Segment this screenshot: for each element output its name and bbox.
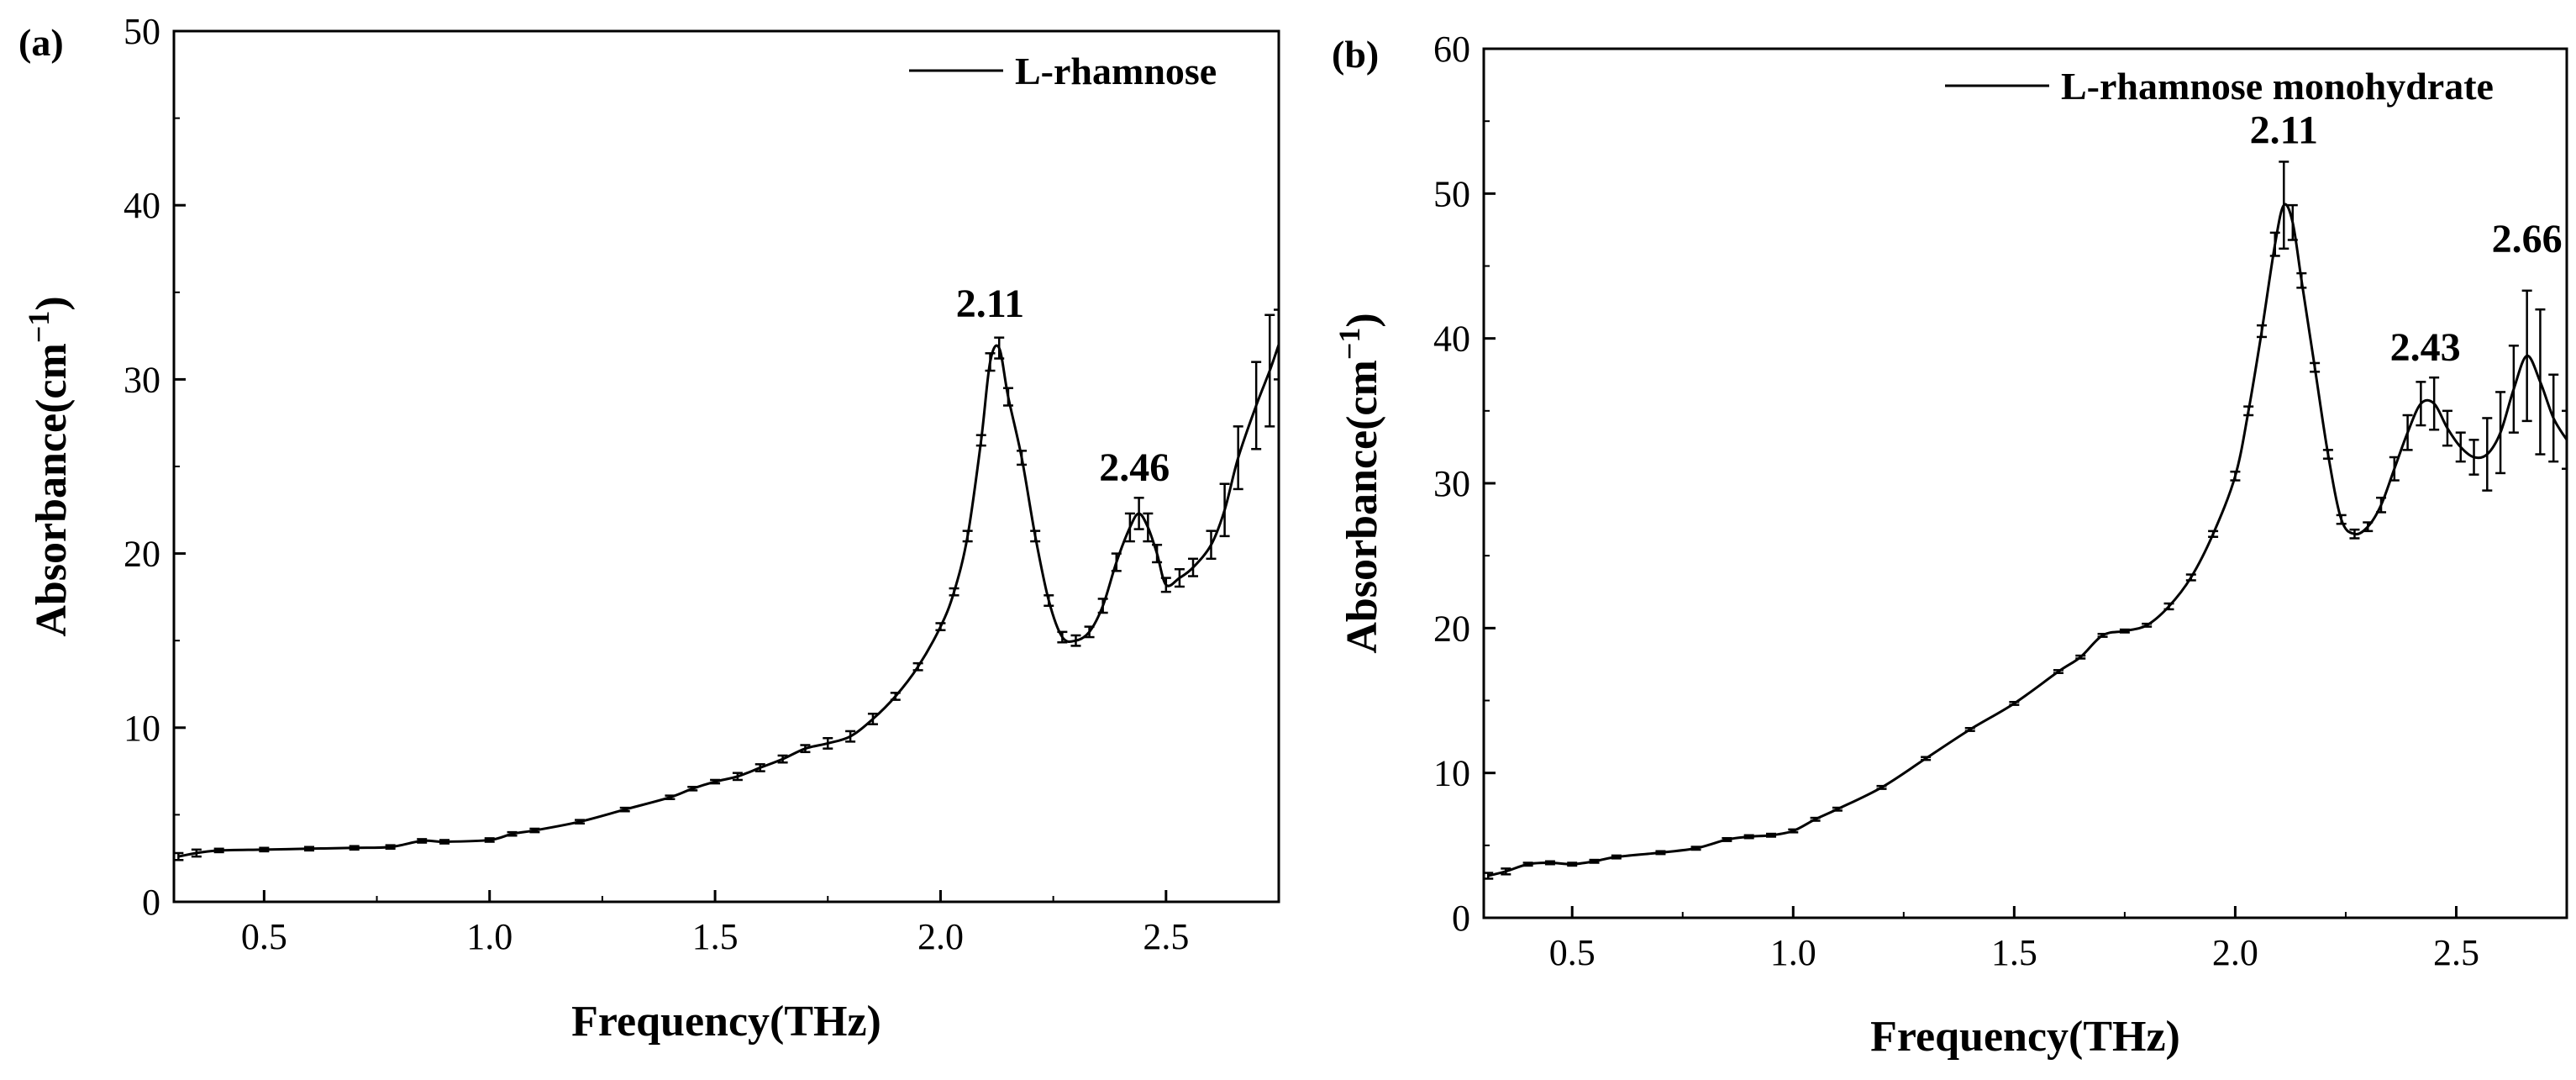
y-axis-label: Absorbance(cm−1) [1333,313,1386,653]
chart-panel-b: 0.5 1.0 1.5 2.0 2.5 0 10 20 30 40 50 60 Frequency(TH… [1288,0,2576,1080]
y-tick-label: 20 [1433,608,1470,649]
series-line [1487,203,2567,877]
x-tick-label: 2.5 [2433,932,2479,973]
x-axis-label: Frequency(THz) [571,998,881,1046]
series-line [178,344,1279,858]
x-tick-label: 0.5 [1549,932,1596,973]
data-group [1484,161,2567,880]
peak-label: 2.11 [956,282,1024,326]
x-tick-label: 2.0 [2212,932,2258,973]
y-tick-label: 50 [124,11,160,52]
legend-label: L-rhamnose monohydrate [2061,65,2494,108]
data-group [174,308,1279,861]
peak-label: 2.11 [2250,108,2318,153]
legend-label: L-rhamnose [1015,50,1217,92]
x-tick-label: 1.5 [1991,932,2037,973]
y-tick-label: 0 [1452,898,1470,939]
chart-a-svg: 0.5 1.0 1.5 2.0 2.5 0 10 20 30 40 50 Frequency(THz)… [18,11,1280,1046]
y-tick-label: 40 [124,185,160,226]
plot-frame [1482,47,2568,919]
x-tick-label: 2.0 [917,916,964,957]
y-axis-label: Absorbance(cm−1) [22,296,76,636]
y-tick-label: 50 [1433,173,1470,214]
chart-panel-a: 0.5 1.0 1.5 2.0 2.5 0 10 20 30 40 50 Frequency(THz)… [18,11,1280,1046]
peak-label: 2.66 [2492,217,2563,261]
x-tick-label: 1.0 [466,916,513,957]
y-tick-label: 40 [1433,319,1470,360]
panel-label: (a) [18,21,64,64]
y-tick-label: 60 [1433,29,1470,70]
y-tick-label: 10 [1433,753,1470,794]
y-tick-label: 0 [142,882,160,923]
x-tick-label: 0.5 [241,916,287,957]
y-tick-label: 30 [1433,463,1470,504]
y-tick-label: 20 [124,534,160,575]
peak-label: 2.43 [2390,325,2461,370]
x-axis-label: Frequency(THz) [1870,1013,2180,1061]
panel-label: (b) [1332,33,1379,76]
x-tick-label: 1.5 [692,916,739,957]
y-tick-label: 10 [124,708,160,749]
peak-label: 2.46 [1099,445,1170,490]
y-tick-label: 30 [124,359,160,400]
x-tick-label: 1.0 [1770,932,1816,973]
chart-b-svg: 0.5 1.0 1.5 2.0 2.5 0 10 20 30 40 50 60 Frequency(TH… [1332,29,2568,1061]
x-tick-label: 2.5 [1143,916,1189,957]
